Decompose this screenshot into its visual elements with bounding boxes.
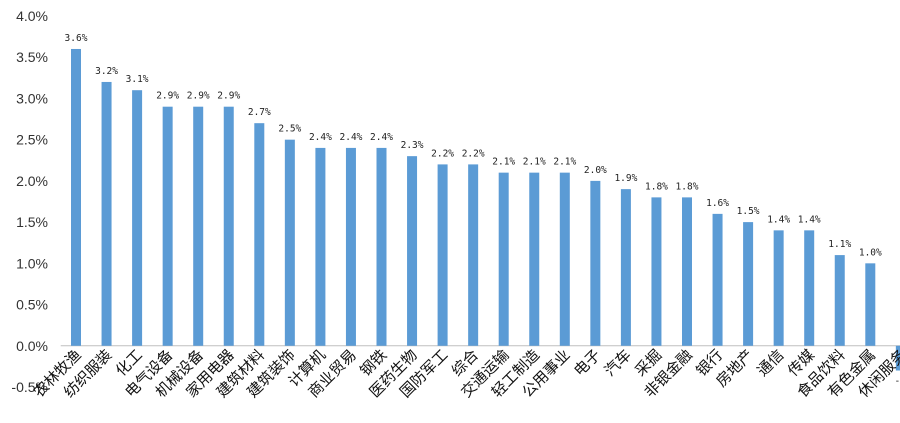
bar [223, 106, 234, 346]
bar [71, 48, 81, 346]
bar [529, 172, 540, 346]
data-label: 2.9% [156, 91, 179, 102]
bar [498, 172, 509, 346]
bar [437, 164, 448, 346]
bar [345, 147, 356, 346]
y-tick-label: 1.0% [16, 255, 48, 271]
y-tick-label: -0.5% [11, 379, 48, 395]
bar [773, 230, 784, 346]
bar [590, 180, 601, 346]
y-axis: 4.0% 3.5% 3.0% 2.5% 2.0% 1.5% 1.0% 0.5% 0.0% -0.5… [11, 8, 48, 395]
bar [865, 263, 876, 346]
data-label: 2.9% [217, 91, 240, 102]
y-tick-label: 2.5% [16, 132, 48, 148]
bar [254, 123, 265, 346]
data-label: 2.3% [401, 140, 424, 151]
data-label: 2.2% [462, 148, 485, 159]
data-label: 1.4% [767, 214, 790, 225]
data-label: 2.4% [340, 132, 363, 143]
bar [193, 106, 204, 346]
bar [162, 106, 173, 346]
bar [804, 230, 815, 346]
bar [284, 139, 295, 346]
bar [620, 189, 631, 346]
data-label: 2.0% [584, 165, 607, 176]
data-label: 2.2% [431, 148, 454, 159]
category-label: 电子 [570, 346, 604, 380]
bar [712, 213, 723, 346]
bar [559, 172, 570, 346]
data-label: 2.1% [492, 157, 515, 168]
data-label: 1.5% [737, 206, 760, 217]
bar [743, 222, 754, 346]
data-label: 3.1% [126, 74, 149, 85]
bar [834, 255, 845, 346]
data-label: 1.4% [798, 214, 821, 225]
y-tick-label: 2.0% [16, 173, 48, 189]
bar [682, 197, 692, 346]
data-label: 2.4% [309, 132, 332, 143]
y-tick-label: 3.0% [16, 90, 48, 106]
data-label: -0.3% [895, 376, 900, 387]
y-tick-label: 4.0% [16, 8, 48, 24]
data-label: 2.1% [553, 157, 576, 168]
y-tick-label: 3.5% [16, 49, 48, 65]
category-label: 通信 [754, 346, 788, 380]
data-label: 1.8% [676, 181, 699, 192]
y-tick-label: 0.5% [16, 297, 48, 313]
bar [651, 197, 662, 346]
data-label: 1.1% [828, 239, 851, 250]
category-labels-group: 农林牧渔纺织服装化工电气设备机械设备家用电器建筑材料建筑装饰计算机商业贸易钢铁医… [30, 346, 900, 401]
data-label: 3.6% [65, 33, 88, 44]
bar [895, 345, 900, 371]
bar [407, 156, 418, 346]
data-label: 2.7% [248, 107, 271, 118]
data-label: 2.4% [370, 132, 393, 143]
bars-group [71, 48, 900, 371]
bar [132, 90, 143, 346]
data-labels-group: 3.6% 3.2% 3.1% 2.9% 2.9% 2.9% 2.7% 2.5% 2.4% 2.4%… [65, 33, 900, 387]
bar [315, 147, 326, 346]
data-label: 3.2% [95, 66, 118, 77]
data-label: 2.9% [187, 91, 210, 102]
y-tick-label: 1.5% [16, 214, 48, 230]
bar [468, 164, 479, 346]
bar [101, 81, 112, 346]
data-label: 1.0% [859, 247, 882, 258]
category-label: 汽车 [601, 346, 635, 380]
data-label: 1.8% [645, 181, 668, 192]
y-tick-label: 0.0% [16, 338, 48, 354]
bar [376, 147, 387, 346]
data-label: 1.6% [706, 198, 729, 209]
data-label: 1.9% [614, 173, 637, 184]
data-label: 2.1% [523, 157, 546, 168]
data-label: 2.5% [278, 124, 301, 135]
